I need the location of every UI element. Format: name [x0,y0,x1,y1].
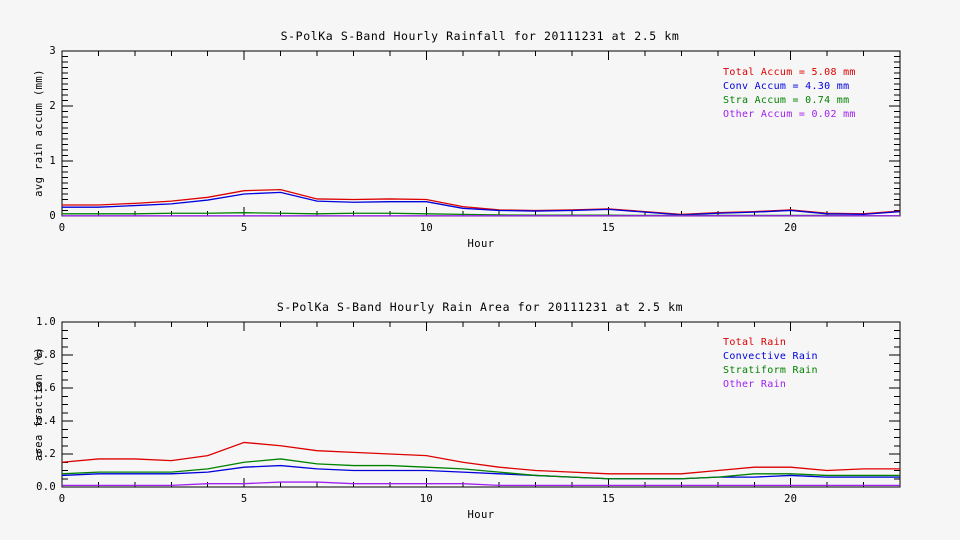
legend-item-total-rain: Total Rain [723,337,787,348]
rainfall-y-tick-label: 1 [49,155,56,167]
rain-area-y-tick-label: 0.8 [36,349,56,361]
legend-item-stra-accum: Stra Accum = 0.74 mm [723,95,850,106]
rainfall-y-tick-label: 3 [49,45,56,57]
rain-area-legend: Total Rain Convective Rain Stratiform Rain… [723,336,818,392]
legend-item-convective-rain: Convective Rain [723,351,818,362]
rainfall-chart-title: S-PolKa S-Band Hourly Rainfall for 20111… [280,29,680,43]
series-line-other-rain [62,481,900,487]
legend-item-other-accum: Other Accum = 0.02 mm [723,109,856,120]
rainfall-y-tick-label: 2 [49,100,56,112]
series-line-stratiform-rain [61,458,900,480]
rain-area-y-tick-label: 0.0 [36,481,56,493]
rain-area-chart-title: S-PolKa S-Band Hourly Rain Area for 2011… [276,300,684,314]
rain-area-x-tick-label: 20 [784,493,798,505]
legend-item-stratiform-rain: Stratiform Rain [723,365,818,376]
rainfall-legend: Total Accum = 5.08 mm Conv Accum = 4.30 m… [723,66,856,122]
rain-area-y-tick-label: 0.6 [36,382,56,394]
series-line-convective-rain [61,464,900,480]
series-line-conv-accum [62,191,901,216]
rain-area-y-tick-label: 0.4 [36,415,56,427]
series-line-total-rain [61,441,900,475]
rainfall-x-tick-label: 20 [784,222,798,234]
rainfall-y-tick-label: 0 [49,210,56,222]
rain-area-x-tick-label: 0 [58,493,66,505]
rain-area-y-tick-label: 1.0 [36,316,56,328]
rainfall-x-axis-label: Hour [467,238,495,250]
rainfall-x-tick-label: 5 [240,222,248,234]
legend-item-conv-accum: Conv Accum = 4.30 mm [723,81,850,92]
rain-area-x-tick-label: 10 [419,493,433,505]
rain-area-x-tick-label: 5 [240,493,248,505]
legend-item-total-accum: Total Accum = 5.08 mm [723,67,856,78]
rain-area-x-tick-label: 15 [601,493,616,505]
rain-area-x-axis-label: Hour [467,509,495,521]
rainfall-x-tick-label: 0 [58,222,66,234]
rainfall-x-tick-label: 10 [419,222,433,234]
rainfall-x-tick-label: 15 [601,222,616,234]
legend-item-other-rain: Other Rain [723,379,787,390]
rain-area-y-tick-label: 0.2 [36,448,56,460]
